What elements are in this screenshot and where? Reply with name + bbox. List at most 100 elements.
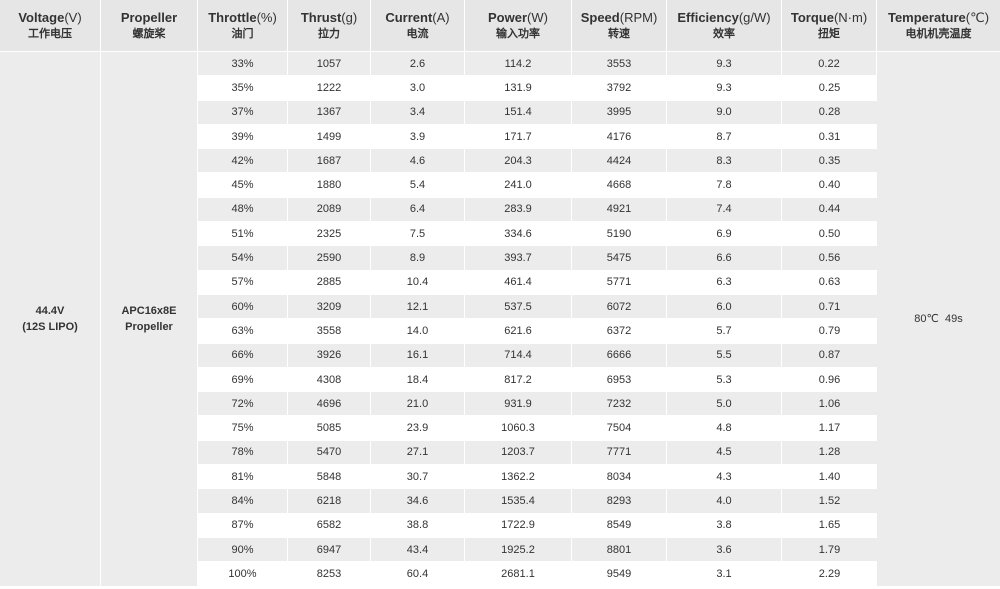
torque-cell: 0.50 — [782, 221, 877, 246]
header-efficiency-cn: 效率 — [713, 28, 735, 40]
table-row: 45% 1880 5.4 241.0 4668 7.8 0.40 — [0, 172, 1000, 197]
torque-cell: 0.40 — [782, 172, 877, 197]
power-cell: 241.0 — [465, 172, 572, 197]
temperature-cell: 80℃ 49s — [877, 51, 1000, 586]
throttle-cell: 51% — [198, 221, 288, 246]
throttle-cell: 78% — [198, 439, 288, 465]
speed-cell: 8801 — [572, 536, 667, 562]
voltage-value: 44.4V — [35, 304, 65, 317]
speed-cell: 3995 — [572, 99, 667, 124]
power-cell: 393.7 — [465, 245, 572, 270]
header-en-text: Current — [385, 10, 433, 25]
current-cell: 34.6 — [371, 488, 465, 513]
torque-cell: 0.25 — [782, 75, 877, 100]
header-en-text: Throttle — [208, 10, 257, 25]
torque-cell: 1.40 — [782, 464, 877, 489]
header-current-label: Current(A) — [371, 9, 464, 26]
speed-cell: 7232 — [572, 391, 667, 416]
header-en-text: Torque — [790, 10, 834, 25]
table-row: 63% 3558 14.0 621.6 6372 5.7 0.79 — [0, 318, 1000, 343]
header-unit-text: (A) — [432, 10, 450, 25]
header-unit-text: (W) — [527, 10, 548, 25]
efficiency-cell: 3.8 — [667, 512, 782, 537]
throttle-cell: 57% — [198, 269, 288, 294]
propeller-label: Propeller — [125, 320, 173, 333]
thrust-cell: 2590 — [288, 245, 371, 270]
torque-cell: 1.52 — [782, 488, 877, 513]
throttle-cell: 39% — [198, 123, 288, 149]
throttle-cell: 87% — [198, 512, 288, 537]
thrust-cell: 5848 — [288, 464, 371, 489]
power-cell: 1722.9 — [465, 512, 572, 537]
throttle-cell: 42% — [198, 148, 288, 173]
header-unit-text: (g/W) — [738, 10, 771, 25]
current-cell: 14.0 — [371, 318, 465, 343]
table-row: 87% 6582 38.8 1722.9 8549 3.8 1.65 — [0, 512, 1000, 537]
header-power-label: Power(W) — [465, 9, 571, 26]
propeller-cell: APC16x8E Propeller — [101, 51, 198, 586]
table-row: 66% 3926 16.1 714.4 6666 5.5 0.87 — [0, 342, 1000, 367]
thrust-cell: 1499 — [288, 123, 371, 149]
header-propeller-label: Propeller — [101, 9, 197, 26]
header-temperature-cn: 电机机壳温度 — [905, 28, 972, 40]
thrust-cell: 6947 — [288, 536, 371, 562]
speed-cell: 7771 — [572, 439, 667, 465]
torque-cell: 0.87 — [782, 342, 877, 367]
speed-cell: 4424 — [572, 148, 667, 173]
speed-cell: 6666 — [572, 342, 667, 367]
throttle-cell: 81% — [198, 464, 288, 489]
thrust-cell: 5085 — [288, 415, 371, 440]
efficiency-cell: 4.5 — [667, 439, 782, 465]
table-row: 72% 4696 21.0 931.9 7232 5.0 1.06 — [0, 391, 1000, 416]
header-voltage-cn: 工作电压 — [28, 28, 72, 40]
current-cell: 2.6 — [371, 51, 465, 76]
header-thrust-cn: 拉力 — [318, 28, 340, 40]
efficiency-cell: 5.0 — [667, 391, 782, 416]
header-speed: Speed(RPM) 转速 — [572, 0, 667, 51]
torque-cell: 1.28 — [782, 439, 877, 465]
header-unit-text: (g) — [341, 10, 358, 25]
power-cell: 1203.7 — [465, 439, 572, 465]
efficiency-cell: 4.8 — [667, 415, 782, 440]
header-en-text: Power — [488, 10, 528, 25]
efficiency-cell: 3.1 — [667, 561, 782, 586]
table-row: 39% 1499 3.9 171.7 4176 8.7 0.31 — [0, 123, 1000, 149]
header-temperature: Temperature(℃) 电机机壳温度 — [877, 0, 1000, 51]
current-cell: 3.4 — [371, 99, 465, 124]
power-cell: 171.7 — [465, 123, 572, 149]
torque-cell: 0.44 — [782, 196, 877, 222]
power-cell: 1362.2 — [465, 464, 572, 489]
current-cell: 18.4 — [371, 366, 465, 392]
thrust-cell: 1687 — [288, 148, 371, 173]
voltage-battery: (12S LIPO) — [22, 320, 78, 333]
current-cell: 30.7 — [371, 464, 465, 489]
table-body: 44.4V (12S LIPO) APC16x8E Propeller 33% 1057 2… — [0, 51, 1000, 586]
speed-cell: 4176 — [572, 123, 667, 149]
thrust-cell: 5470 — [288, 439, 371, 465]
current-cell: 4.6 — [371, 148, 465, 173]
torque-cell: 0.22 — [782, 51, 877, 76]
table-row: 48% 2089 6.4 283.9 4921 7.4 0.44 — [0, 196, 1000, 222]
power-cell: 131.9 — [465, 75, 572, 100]
speed-cell: 5190 — [572, 221, 667, 246]
thrust-cell: 1367 — [288, 99, 371, 124]
torque-cell: 1.06 — [782, 391, 877, 416]
speed-cell: 5771 — [572, 269, 667, 294]
header-voltage: Voltage(V) 工作电压 — [0, 0, 101, 51]
current-cell: 27.1 — [371, 439, 465, 465]
power-cell: 2681.1 — [465, 561, 572, 586]
throttle-cell: 37% — [198, 99, 288, 124]
speed-cell: 3792 — [572, 75, 667, 100]
current-cell: 7.5 — [371, 221, 465, 246]
header-row: Voltage(V) 工作电压 Propeller 螺旋桨 Throttle(%) 油门 T… — [0, 0, 1000, 51]
propeller-model: APC16x8E — [121, 304, 177, 317]
power-cell: 283.9 — [465, 196, 572, 222]
efficiency-cell: 5.5 — [667, 342, 782, 367]
current-cell: 16.1 — [371, 342, 465, 367]
header-speed-label: Speed(RPM) — [572, 9, 666, 26]
efficiency-cell: 7.4 — [667, 196, 782, 222]
power-cell: 114.2 — [465, 51, 572, 76]
thrust-cell: 2885 — [288, 269, 371, 294]
header-efficiency: Efficiency(g/W) 效率 — [667, 0, 782, 51]
